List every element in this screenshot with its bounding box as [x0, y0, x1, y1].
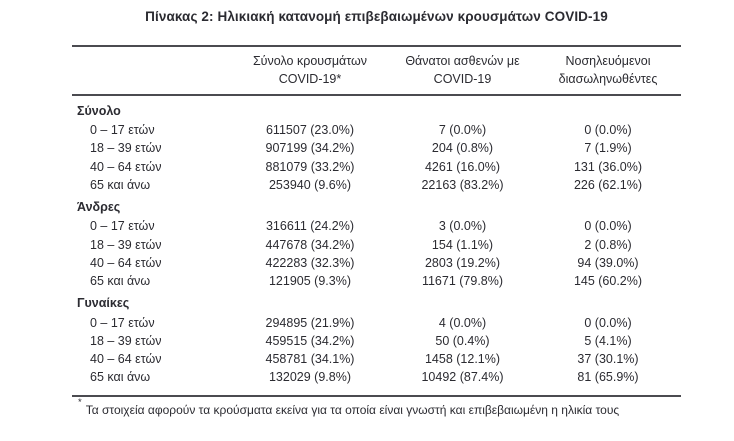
table-row: 40 – 64 ετών 458781 (34.1%) 1458 (12.1%) 37…	[72, 350, 681, 368]
header-line: Νοσηλευόμενοι	[565, 54, 651, 68]
age-label: 40 – 64 ετών	[90, 159, 162, 174]
cases-cell: 132029 (9.8%)	[268, 370, 351, 385]
intubated-cell: 7 (1.9%)	[584, 141, 632, 156]
age-label: 40 – 64 ετών	[90, 255, 162, 270]
intubated-cell: 37 (30.1%)	[577, 352, 639, 367]
covid-age-table: Σύνολο κρουσμάτων COVID-19* Θάνατοι ασθε…	[72, 45, 681, 397]
table-row: 40 – 64 ετών 422283 (32.3%) 2803 (19.2%) 94…	[72, 254, 681, 272]
age-label: 18 – 39 ετών	[90, 141, 162, 156]
deaths-cell: 22163 (83.2%)	[421, 178, 504, 193]
age-label: 0 – 17 ετών	[90, 219, 155, 234]
header-intubated: Νοσηλευόμενοι διασωληνωθέντες	[535, 52, 681, 88]
cases-cell: 121905 (9.3%)	[268, 274, 351, 289]
section-label: Άνδρες	[77, 199, 121, 214]
deaths-cell: 204 (0.8%)	[431, 141, 494, 156]
cases-cell: 881079 (33.2%)	[265, 159, 355, 174]
deaths-cell: 4 (0.0%)	[438, 315, 487, 330]
intubated-cell: 5 (4.1%)	[584, 333, 632, 348]
cases-cell: 253940 (9.6%)	[268, 178, 351, 193]
deaths-cell: 1458 (12.1%)	[424, 352, 501, 367]
cases-cell: 458781 (34.1%)	[265, 352, 355, 367]
table-row: 65 και άνω 132029 (9.8%) 10492 (87.4%) 81 (…	[72, 368, 681, 386]
table-row: 18 – 39 ετών 907199 (34.2%) 204 (0.8%) 7 (1…	[72, 139, 681, 157]
intubated-cell: 131 (36.0%)	[573, 159, 643, 174]
table-header: Σύνολο κρουσμάτων COVID-19* Θάνατοι ασθε…	[72, 45, 681, 96]
section-label: Γυναίκες	[77, 295, 130, 310]
deaths-cell: 3 (0.0%)	[438, 219, 487, 234]
intubated-cell: 0 (0.0%)	[584, 315, 632, 330]
table-row: 0 – 17 ετών 294895 (21.9%) 4 (0.0%) 0 (0.0%…	[72, 313, 681, 331]
intubated-cell: 2 (0.8%)	[584, 237, 632, 252]
header-line: COVID-19*	[278, 72, 342, 86]
intubated-cell: 94 (39.0%)	[577, 255, 639, 270]
section-label: Σύνολο	[77, 103, 121, 118]
cases-cell: 422283 (32.3%)	[265, 255, 355, 270]
cases-cell: 611507 (23.0%)	[265, 123, 355, 138]
intubated-cell: 0 (0.0%)	[584, 123, 632, 138]
footnote-marker: *	[78, 397, 82, 408]
deaths-cell: 2803 (19.2%)	[424, 255, 501, 270]
header-deaths: Θάνατοι ασθενών με COVID-19	[390, 52, 535, 88]
footnote-text: Τα στοιχεία αφορούν τα κρούσματα εκείνα …	[85, 403, 620, 417]
age-label: 18 – 39 ετών	[90, 237, 162, 252]
deaths-cell: 11671 (79.8%)	[421, 274, 504, 289]
table-row: 65 και άνω 121905 (9.3%) 11671 (79.8%) 145 …	[72, 272, 681, 290]
intubated-cell: 145 (60.2%)	[573, 274, 643, 289]
cases-cell: 294895 (21.9%)	[265, 315, 355, 330]
deaths-cell: 10492 (87.4%)	[421, 370, 504, 385]
header-spacer	[72, 52, 230, 88]
header-line: διασωληνωθέντες	[558, 72, 658, 86]
table-row: 40 – 64 ετών 881079 (33.2%) 4261 (16.0%) 13…	[72, 158, 681, 176]
age-label: 0 – 17 ετών	[90, 315, 155, 330]
header-line: Σύνολο κρουσμάτων	[252, 54, 368, 68]
table-row: 0 – 17 ετών 611507 (23.0%) 7 (0.0%) 0 (0.0%…	[72, 121, 681, 139]
age-label: 65 και άνω	[90, 178, 151, 193]
age-label: 40 – 64 ετών	[90, 352, 162, 367]
table-title: Πίνακας 2: Ηλικιακή κατανομή επιβεβαιωμέ…	[145, 9, 608, 24]
age-label: 65 και άνω	[90, 274, 151, 289]
age-label: 18 – 39 ετών	[90, 333, 162, 348]
table-row: 18 – 39 ετών 447678 (34.2%) 154 (1.1%) 2 (0…	[72, 235, 681, 253]
table-body: Σύνολο 0 – 17 ετών 611507 (23.0%) 7 (0.0%) 0…	[72, 96, 681, 397]
deaths-cell: 4261 (16.0%)	[424, 159, 501, 174]
cases-cell: 459515 (34.2%)	[265, 333, 355, 348]
intubated-cell: 81 (65.9%)	[577, 370, 639, 385]
deaths-cell: 7 (0.0%)	[438, 123, 487, 138]
table-row: 65 και άνω 253940 (9.6%) 22163 (83.2%) 226 …	[72, 176, 681, 194]
header-line: COVID-19	[433, 72, 492, 86]
header-total-cases: Σύνολο κρουσμάτων COVID-19*	[230, 52, 390, 88]
footnote: *Τα στοιχεία αφορούν τα κρούσματα εκείνα…	[78, 397, 678, 418]
deaths-cell: 50 (0.4%)	[435, 333, 490, 348]
cases-cell: 447678 (34.2%)	[265, 237, 355, 252]
intubated-cell: 226 (62.1%)	[573, 178, 643, 193]
table-row: 18 – 39 ετών 459515 (34.2%) 50 (0.4%) 5 (4.…	[72, 332, 681, 350]
age-label: 0 – 17 ετών	[90, 123, 155, 138]
cases-cell: 907199 (34.2%)	[265, 141, 355, 156]
header-line: Θάνατοι ασθενών με	[405, 54, 520, 68]
table-row: 0 – 17 ετών 316611 (24.2%) 3 (0.0%) 0 (0.0%…	[72, 217, 681, 235]
deaths-cell: 154 (1.1%)	[431, 237, 494, 252]
intubated-cell: 0 (0.0%)	[584, 219, 632, 234]
age-label: 65 και άνω	[90, 370, 151, 385]
cases-cell: 316611 (24.2%)	[265, 219, 355, 234]
